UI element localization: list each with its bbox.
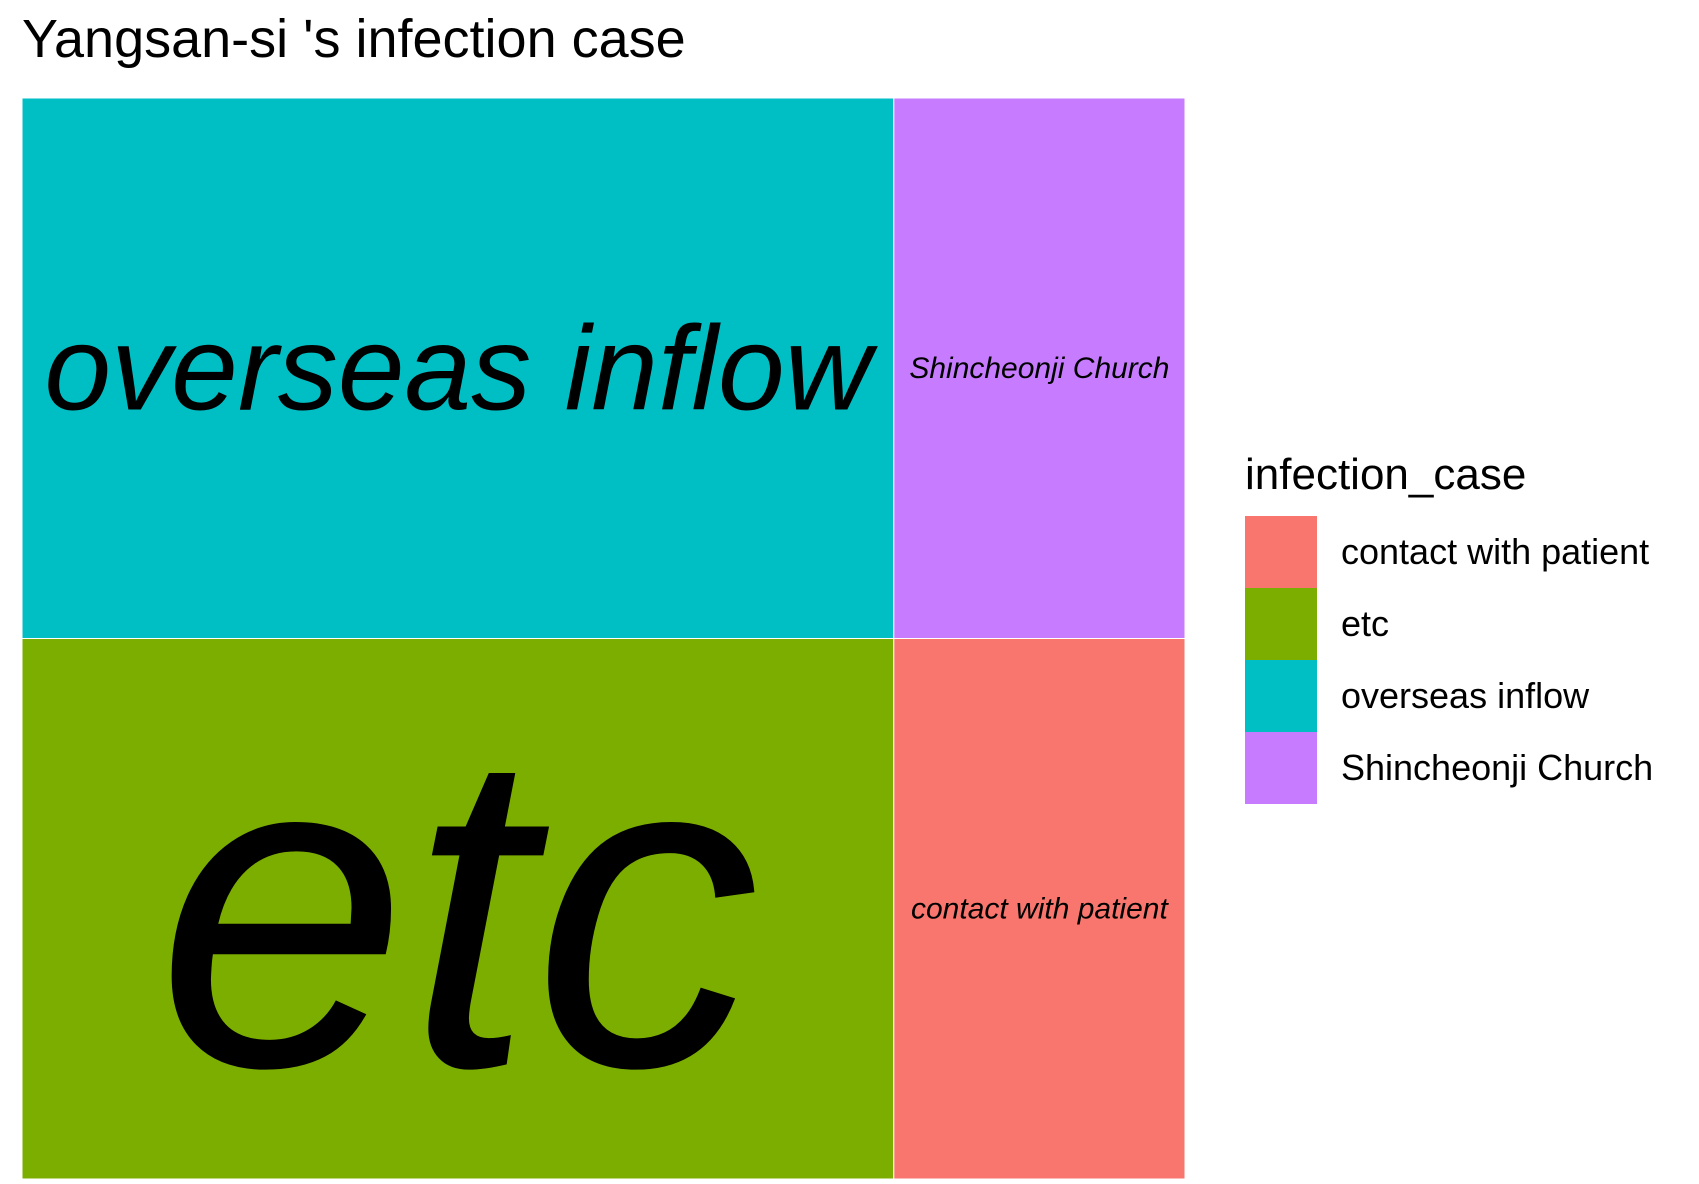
legend-label-contact-with-patient: contact with patient bbox=[1341, 531, 1650, 572]
legend: infection_case contact with patient etc ov… bbox=[1245, 450, 1653, 804]
legend-label-overseas-inflow: overseas inflow bbox=[1341, 675, 1590, 716]
legend-key-shincheonji-church bbox=[1245, 732, 1317, 804]
tile-label-shincheonji-church: Shincheonji Church bbox=[909, 352, 1169, 385]
tile-overseas-inflow bbox=[21, 97, 895, 639]
tile-contact-with-patient bbox=[893, 638, 1186, 1180]
tile-label-etc: etc bbox=[156, 656, 759, 1161]
legend-key-etc bbox=[1245, 588, 1317, 660]
legend-key-overseas-inflow bbox=[1245, 660, 1317, 732]
tile-label-overseas-inflow: overseas inflow bbox=[44, 301, 878, 435]
legend-label-etc: etc bbox=[1341, 603, 1390, 644]
legend-items: contact with patient etc overseas inflow Sh… bbox=[1245, 516, 1653, 804]
tile-etc bbox=[21, 638, 895, 1180]
legend-item-contact-with-patient: contact with patient bbox=[1245, 516, 1653, 588]
tile-label-contact-with-patient: contact with patient bbox=[911, 892, 1169, 925]
legend-item-overseas-inflow: overseas inflow bbox=[1245, 660, 1653, 732]
legend-key-contact-with-patient bbox=[1245, 516, 1317, 588]
legend-item-etc: etc bbox=[1245, 588, 1653, 660]
legend-label-shincheonji-church: Shincheonji Church bbox=[1341, 747, 1654, 788]
chart-title: Yangsan-si 's infection case bbox=[22, 9, 686, 69]
legend-item-shincheonji-church: Shincheonji Church bbox=[1245, 732, 1653, 804]
legend-title: infection_case bbox=[1245, 450, 1527, 499]
tile-shincheonji-church bbox=[893, 97, 1186, 639]
